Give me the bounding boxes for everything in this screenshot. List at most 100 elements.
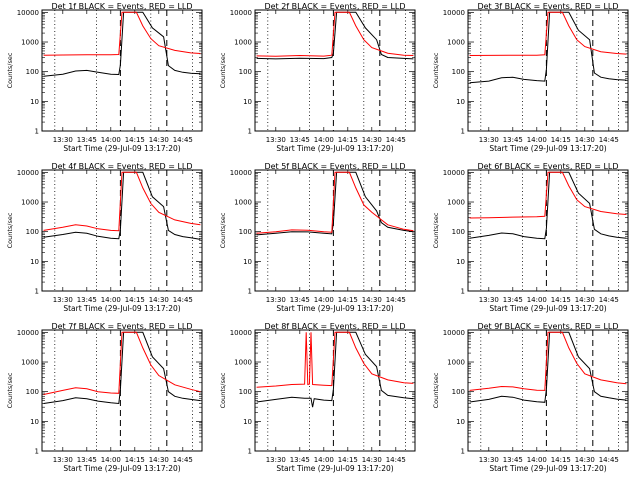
y-tick-label: 10 bbox=[243, 98, 252, 106]
x-tick-label: 13:30 bbox=[266, 456, 286, 464]
panel-title: Det 5f BLACK = Events, RED = LLD bbox=[264, 162, 405, 171]
y-tick-label: 10000 bbox=[230, 169, 252, 177]
y-tick-label: 1000 bbox=[234, 199, 252, 207]
y-tick-label: 10000 bbox=[443, 9, 465, 17]
axes-frame bbox=[41, 9, 203, 132]
y-tick-label: 1 bbox=[461, 288, 465, 296]
y-tick-label: 10000 bbox=[17, 329, 39, 337]
x-tick-label: 14:00 bbox=[527, 296, 547, 304]
x-axis-label: Start Time (29-Jul-09 13:17:20) bbox=[63, 144, 180, 153]
panel-8: 1 10 100 1000 10000 13:30 13:45 14:00 14:15 14:30… bbox=[219, 322, 416, 473]
x-tick-label: 14:00 bbox=[527, 136, 547, 144]
x-tick-label: 13:30 bbox=[53, 296, 73, 304]
y-tick-label: 1000 bbox=[447, 199, 465, 207]
y-axis-label: Counts/sec bbox=[219, 372, 227, 408]
series-lld bbox=[469, 331, 627, 391]
x-tick-label: 14:15 bbox=[125, 456, 145, 464]
panel-6: 1 10 100 1000 10000 13:30 13:45 14:00 14:15 14:30… bbox=[432, 162, 629, 313]
x-axis-label: Start Time (29-Jul-09 13:17:20) bbox=[489, 464, 606, 473]
x-axis-label: Start Time (29-Jul-09 13:17:20) bbox=[489, 304, 606, 313]
x-tick-label: 14:45 bbox=[173, 296, 193, 304]
x-tick-label: 13:30 bbox=[266, 136, 286, 144]
axes-frame bbox=[254, 329, 416, 452]
series-lld bbox=[469, 11, 627, 56]
x-tick-label: 14:30 bbox=[149, 456, 169, 464]
x-tick-label: 14:45 bbox=[599, 136, 619, 144]
panel-4: 1 10 100 1000 10000 13:30 13:45 14:00 14:15 14:30… bbox=[6, 162, 203, 313]
y-tick-label: 1000 bbox=[447, 39, 465, 47]
y-tick-label: 100 bbox=[26, 228, 39, 236]
y-tick-label: 10000 bbox=[443, 169, 465, 177]
panel-7: 1 10 100 1000 10000 13:30 13:45 14:00 14:15 14:30… bbox=[6, 322, 203, 473]
x-tick-label: 14:00 bbox=[101, 296, 121, 304]
y-tick-label: 10 bbox=[456, 98, 465, 106]
panel-1: 1 10 100 1000 10000 13:30 13:45 14:00 14:15 14:30… bbox=[6, 2, 203, 153]
x-tick-label: 14:30 bbox=[362, 136, 382, 144]
axes-frame bbox=[467, 169, 629, 292]
axes-frame bbox=[41, 169, 203, 292]
x-tick-label: 14:30 bbox=[149, 136, 169, 144]
x-tick-label: 14:00 bbox=[101, 136, 121, 144]
series-events bbox=[43, 11, 201, 77]
series-events bbox=[256, 11, 414, 60]
y-tick-label: 100 bbox=[452, 388, 465, 396]
axes-frame bbox=[467, 9, 629, 132]
panel-title: Det 8f BLACK = Events, RED = LLD bbox=[264, 322, 405, 331]
panel-title: Det 9f BLACK = Events, RED = LLD bbox=[477, 322, 618, 331]
y-tick-label: 10 bbox=[30, 418, 39, 426]
x-tick-label: 13:45 bbox=[77, 296, 97, 304]
axes-frame bbox=[254, 169, 416, 292]
y-tick-label: 10 bbox=[30, 258, 39, 266]
panel-title: Det 2f BLACK = Events, RED = LLD bbox=[264, 2, 405, 11]
y-tick-label: 1 bbox=[35, 288, 39, 296]
x-tick-label: 13:45 bbox=[503, 456, 523, 464]
series-events bbox=[256, 331, 414, 408]
x-tick-label: 14:00 bbox=[101, 456, 121, 464]
panel-title: Det 7f BLACK = Events, RED = LLD bbox=[51, 322, 192, 331]
panel-9: 1 10 100 1000 10000 13:30 13:45 14:00 14:15 14:30… bbox=[432, 322, 629, 473]
x-axis-label: Start Time (29-Jul-09 13:17:20) bbox=[63, 304, 180, 313]
series-events bbox=[43, 331, 201, 405]
panel-3: 1 10 100 1000 10000 13:30 13:45 14:00 14:15 14:30… bbox=[432, 2, 629, 153]
y-tick-label: 1 bbox=[35, 448, 39, 456]
series-lld bbox=[256, 331, 414, 388]
x-tick-label: 14:45 bbox=[599, 296, 619, 304]
y-axis-label: Counts/sec bbox=[6, 372, 14, 408]
panel-2: 1 10 100 1000 10000 13:30 13:45 14:00 14:15 14:30… bbox=[219, 2, 416, 153]
x-tick-label: 14:30 bbox=[575, 136, 595, 144]
x-tick-label: 13:45 bbox=[503, 296, 523, 304]
y-tick-label: 1 bbox=[248, 448, 252, 456]
x-tick-label: 13:45 bbox=[77, 136, 97, 144]
x-tick-label: 13:30 bbox=[479, 136, 499, 144]
x-tick-label: 13:30 bbox=[479, 296, 499, 304]
y-tick-label: 100 bbox=[26, 388, 39, 396]
y-axis-label: Counts/sec bbox=[432, 372, 440, 408]
x-tick-label: 14:00 bbox=[314, 296, 334, 304]
series-lld bbox=[256, 11, 414, 57]
x-tick-label: 14:15 bbox=[338, 136, 358, 144]
y-tick-label: 1 bbox=[461, 128, 465, 136]
x-tick-label: 14:45 bbox=[599, 456, 619, 464]
x-tick-label: 14:45 bbox=[173, 136, 193, 144]
x-tick-label: 14:15 bbox=[125, 136, 145, 144]
x-tick-label: 13:45 bbox=[290, 296, 310, 304]
series-events bbox=[469, 11, 627, 84]
x-tick-label: 13:45 bbox=[77, 456, 97, 464]
x-tick-label: 14:15 bbox=[551, 296, 571, 304]
panel-title: Det 3f BLACK = Events, RED = LLD bbox=[477, 2, 618, 11]
y-tick-label: 100 bbox=[239, 68, 252, 76]
series-events bbox=[469, 331, 627, 403]
x-tick-label: 14:15 bbox=[338, 296, 358, 304]
y-tick-label: 10 bbox=[456, 258, 465, 266]
x-tick-label: 14:15 bbox=[551, 456, 571, 464]
y-tick-label: 1 bbox=[461, 448, 465, 456]
x-tick-label: 13:30 bbox=[53, 136, 73, 144]
x-tick-label: 14:15 bbox=[125, 296, 145, 304]
x-tick-label: 14:30 bbox=[362, 456, 382, 464]
x-tick-label: 14:30 bbox=[575, 456, 595, 464]
y-tick-label: 10 bbox=[243, 258, 252, 266]
y-axis-label: Counts/sec bbox=[219, 52, 227, 88]
y-tick-label: 10000 bbox=[230, 329, 252, 337]
y-tick-label: 1 bbox=[35, 128, 39, 136]
